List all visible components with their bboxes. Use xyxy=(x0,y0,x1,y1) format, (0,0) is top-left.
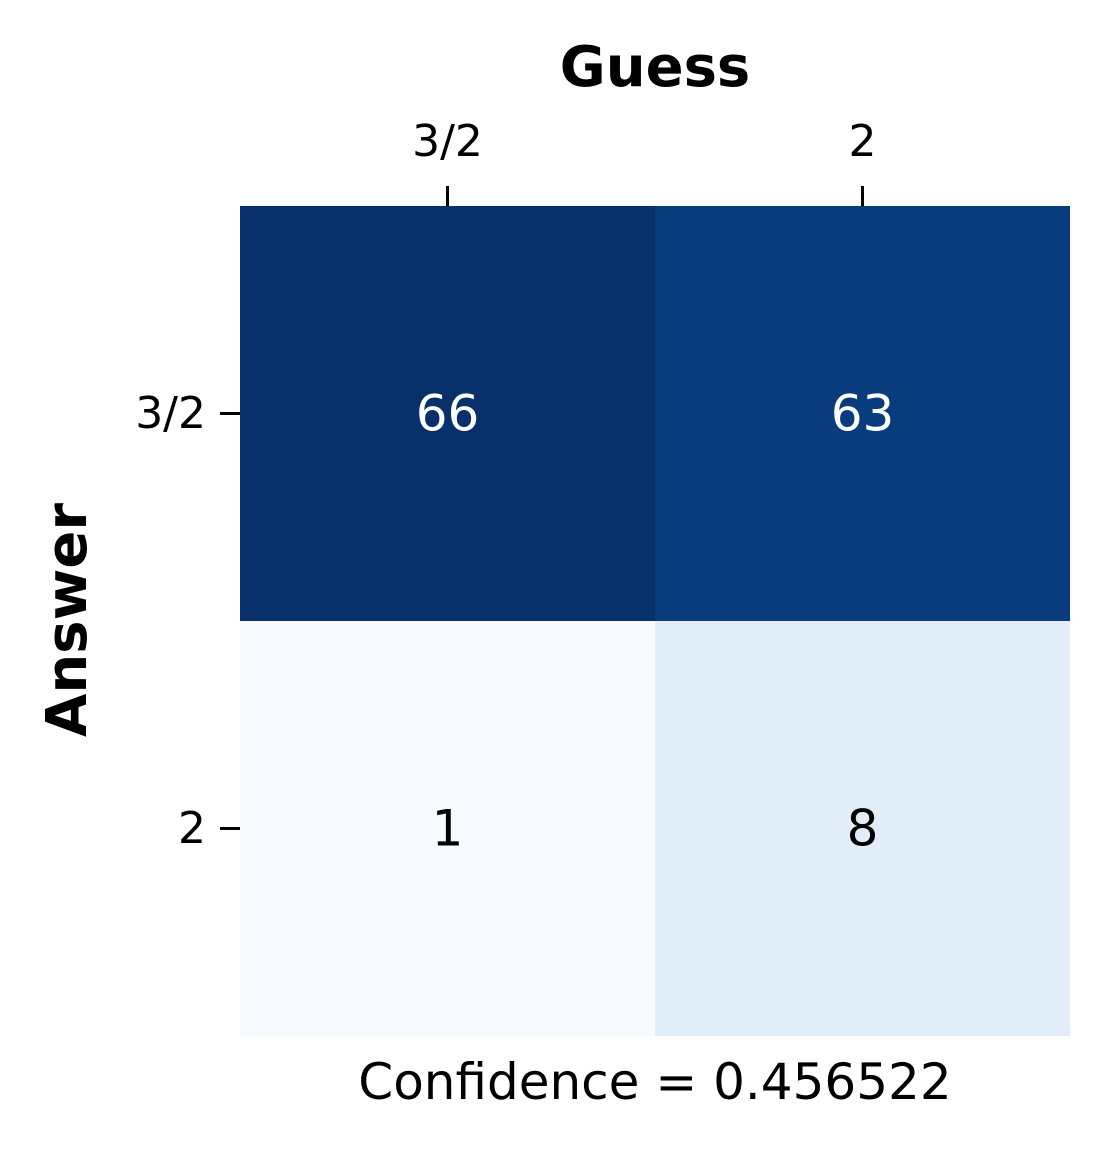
y-axis-ticks: 3/2 2 xyxy=(135,388,240,854)
heatmap-cell xyxy=(240,621,655,1036)
y-tick-label: 2 xyxy=(178,803,206,854)
cell-value-label: 63 xyxy=(831,385,895,443)
x-tick-label: 3/2 xyxy=(412,116,483,167)
heatmap-cells: 66 63 1 8 xyxy=(240,206,1070,1036)
x-axis-ticks: 3/2 2 xyxy=(412,116,877,206)
heatmap-cell xyxy=(240,206,655,621)
heatmap-cell xyxy=(655,621,1070,1036)
cell-value-label: 8 xyxy=(847,800,879,858)
cell-value-label: 1 xyxy=(432,800,464,858)
y-axis-title: Answer xyxy=(35,503,100,737)
x-tick-label: 2 xyxy=(849,116,877,167)
x-axis-title: Guess xyxy=(560,35,750,100)
y-tick-label: 3/2 xyxy=(135,388,206,439)
confidence-label: Confidence = 0.456522 xyxy=(358,1053,951,1111)
heatmap-cell xyxy=(655,206,1070,621)
cell-value-label: 66 xyxy=(416,385,480,443)
